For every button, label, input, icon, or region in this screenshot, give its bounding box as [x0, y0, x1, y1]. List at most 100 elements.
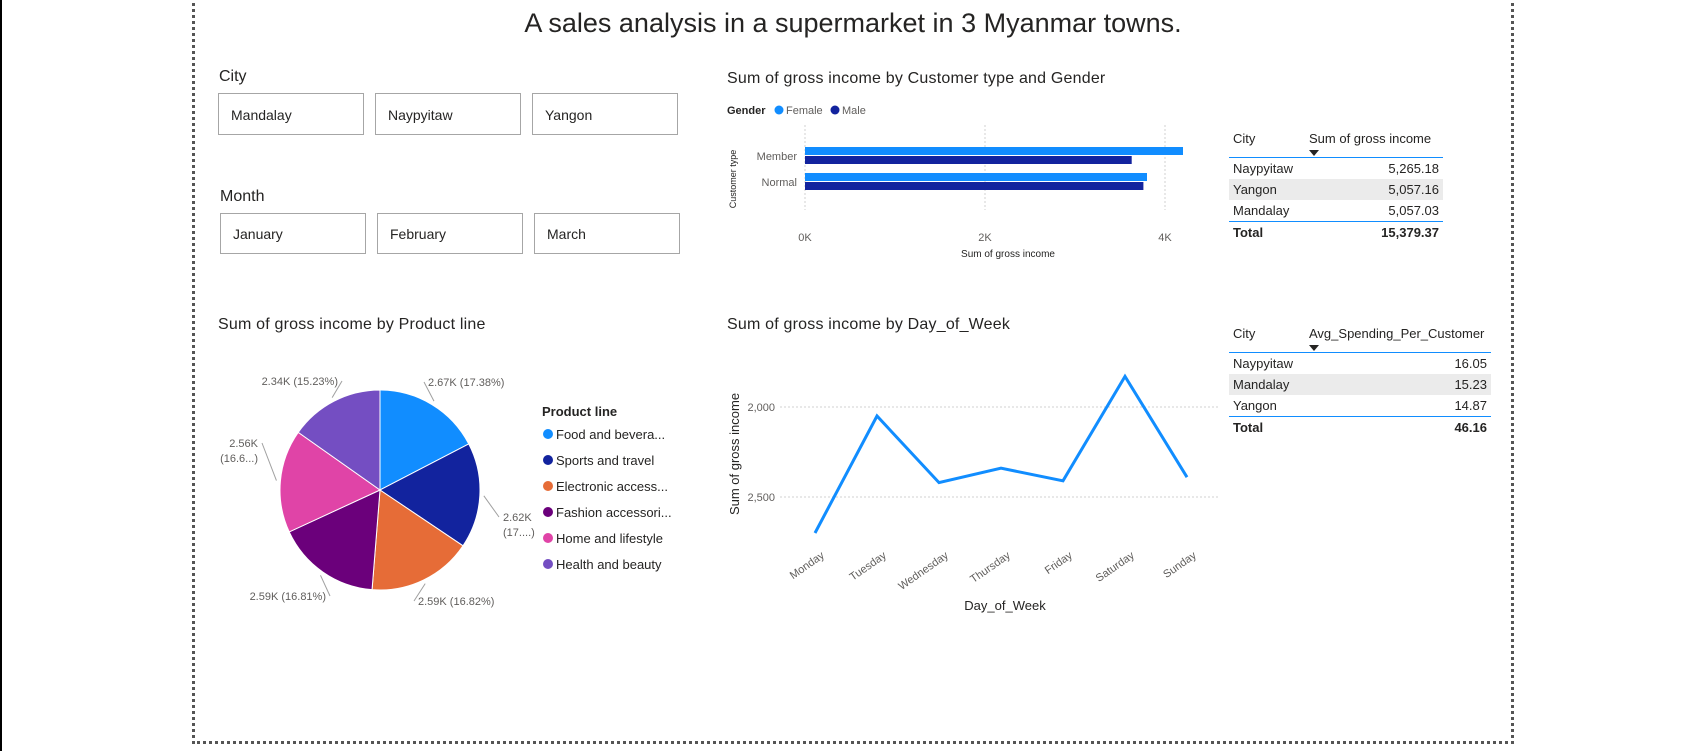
leader-line	[320, 575, 331, 597]
pie-slice	[379, 389, 470, 491]
x-tick-label: Tuesday	[848, 549, 890, 583]
table-cell-value: 14.87	[1454, 398, 1487, 413]
table-header[interactable]: City Avg_Spending_Per_Customer	[1229, 320, 1491, 353]
y-axis-title: Customer type	[728, 150, 738, 209]
legend-title: Product line	[542, 404, 617, 419]
bar	[805, 182, 1144, 190]
pie-slice	[379, 443, 481, 547]
legend-item: Female	[786, 105, 823, 117]
legend-marker	[543, 481, 553, 491]
x-tick-label: Saturday	[1094, 549, 1137, 584]
data-label: 2.56K	[229, 438, 258, 450]
pie-slice	[288, 489, 381, 591]
leader-line	[261, 442, 277, 481]
table-cell-city: Mandalay	[1233, 203, 1290, 218]
table-header-value[interactable]: Sum of gross income	[1309, 131, 1432, 146]
line-chart[interactable]: 2,000 2,500 Sum of gross income Monday Tuesd…	[720, 355, 1240, 620]
x-tick-label: 0K	[798, 232, 812, 244]
table-cell-city: Mandalay	[1233, 377, 1290, 392]
table-row: Naypyitaw 5,265.18	[1229, 158, 1443, 179]
x-axis-title: Sum of gross income	[961, 249, 1055, 260]
city-tile-yangon[interactable]: Yangon	[532, 93, 678, 135]
data-label: (17....)	[503, 527, 535, 539]
table-header-city[interactable]: City	[1233, 326, 1256, 341]
table-cell-city: Naypyitaw	[1233, 161, 1293, 176]
x-tick-label: Wednesday	[896, 549, 951, 592]
sort-down-icon[interactable]	[1309, 150, 1319, 156]
legend-marker	[543, 533, 553, 543]
table-total-label: Total	[1233, 225, 1264, 240]
table-total-value: 15,379.37	[1381, 225, 1439, 240]
legend-item: Male	[842, 105, 866, 117]
data-label: 2.67K (17.38%)	[428, 377, 504, 389]
legend-marker	[830, 105, 840, 115]
month-tile-february[interactable]: February	[377, 213, 523, 254]
line-series	[813, 373, 1189, 534]
y-tick-label: 2,000	[747, 402, 775, 414]
table-header[interactable]: City Sum of gross income	[1229, 125, 1443, 158]
table-cell-value: 5,265.18	[1388, 161, 1439, 176]
y-tick-label: Normal	[762, 177, 797, 189]
legend-title: Gender	[727, 105, 766, 117]
left-window-edge	[0, 0, 2, 751]
avg-spending-table[interactable]: City Avg_Spending_Per_Customer Naypyitaw…	[1229, 320, 1491, 438]
city-tile-mandalay[interactable]: Mandalay	[218, 93, 364, 135]
bar	[805, 147, 1183, 155]
city-slicer-label: City	[219, 68, 247, 85]
table-row: Mandalay 15.23	[1229, 374, 1491, 395]
leader-line	[483, 495, 500, 518]
data-label: 2.59K (16.81%)	[250, 591, 326, 603]
month-tile-march[interactable]: March	[534, 213, 680, 254]
data-label: (16.6...)	[220, 453, 258, 465]
legend-marker	[543, 429, 553, 439]
x-tick-label: Thursday	[968, 549, 1013, 585]
table-header-city[interactable]: City	[1233, 131, 1256, 146]
table-cell-value: 16.05	[1454, 356, 1487, 371]
legend-item: Sports and travel	[556, 453, 654, 468]
table-total-value: 46.16	[1454, 420, 1487, 435]
legend-marker	[543, 559, 553, 569]
legend-item: Health and beauty	[556, 557, 662, 572]
leader-line	[331, 380, 343, 398]
table-cell-value: 5,057.16	[1388, 182, 1439, 197]
pie-chart-title: Sum of gross income by Product line	[218, 316, 486, 333]
data-label: 2.34K (15.23%)	[262, 376, 338, 388]
table-cell-city: Naypyitaw	[1233, 356, 1293, 371]
pie-slice	[371, 489, 464, 591]
sort-down-icon[interactable]	[1309, 345, 1319, 351]
table-header-value[interactable]: Avg_Spending_Per_Customer	[1309, 326, 1485, 341]
leader-line	[413, 583, 426, 602]
bar	[805, 173, 1147, 181]
table-total-row: Total 15,379.37	[1229, 221, 1443, 243]
y-tick-label: Member	[757, 151, 798, 163]
table-row: Yangon 5,057.16	[1229, 179, 1443, 200]
legend-marker	[543, 507, 553, 517]
table-row: Naypyitaw 16.05	[1229, 353, 1491, 374]
table-total-label: Total	[1233, 420, 1264, 435]
bar-chart[interactable]: Gender Female Male 0K 2K 4K Sum of gross incom…	[720, 95, 1240, 265]
x-axis-title: Day_of_Week	[964, 598, 1046, 613]
x-tick-label: Sunday	[1161, 549, 1199, 581]
table-cell-city: Yangon	[1233, 398, 1277, 413]
x-tick-label: 4K	[1158, 232, 1172, 244]
table-row: Yangon 14.87	[1229, 395, 1491, 416]
month-tile-january[interactable]: January	[220, 213, 366, 254]
legend-item: Electronic access...	[556, 479, 668, 494]
table-cell-value: 5,057.03	[1388, 203, 1439, 218]
bar-chart-title: Sum of gross income by Customer type and…	[727, 70, 1106, 87]
table-total-row: Total 46.16	[1229, 416, 1491, 438]
x-tick-label: Monday	[788, 549, 827, 582]
leader-line	[423, 381, 435, 402]
dashboard-frame	[192, 0, 1514, 744]
pie-chart[interactable]: 2.67K (17.38%) 2.62K (17....) 2.59K (16.82%…	[210, 360, 680, 620]
table-cell-value: 15.23	[1454, 377, 1487, 392]
x-tick-label: Friday	[1043, 549, 1075, 577]
legend-item: Food and bevera...	[556, 427, 665, 442]
legend-marker	[543, 455, 553, 465]
x-tick-label: 2K	[978, 232, 992, 244]
month-slicer-label: Month	[220, 188, 265, 205]
y-tick-label: 2,500	[747, 492, 775, 504]
table-cell-city: Yangon	[1233, 182, 1277, 197]
city-tile-naypyitaw[interactable]: Naypyitaw	[375, 93, 521, 135]
gross-income-table[interactable]: City Sum of gross income Naypyitaw 5,265…	[1229, 125, 1443, 243]
